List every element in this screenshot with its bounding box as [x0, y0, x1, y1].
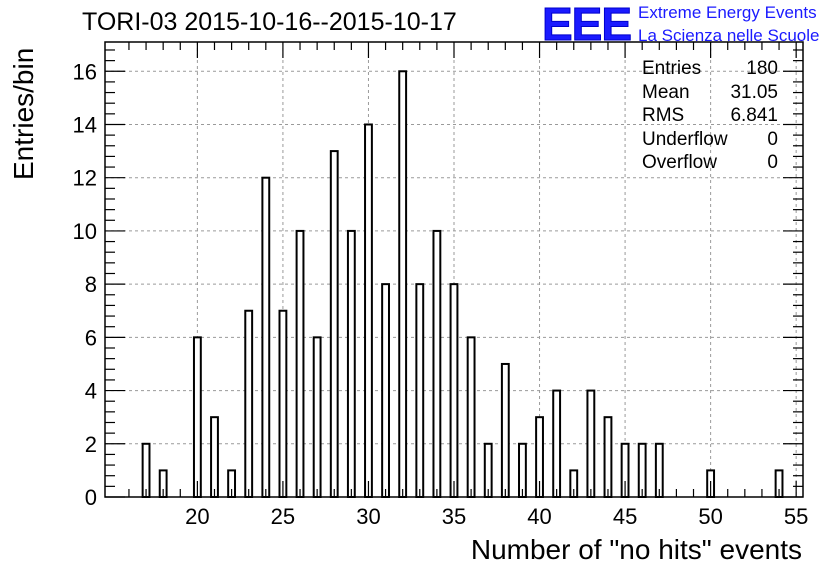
stat-name: Mean [642, 81, 690, 103]
y-tick-label: 16 [73, 59, 97, 84]
y-axis-label-wrap: Entries/bin [8, 48, 140, 212]
x-axis-label: Number of "no hits" events [470, 534, 802, 565]
stat-value: 180 [746, 58, 778, 79]
stat-row-underflow: Underflow 0 [640, 129, 780, 153]
logo-line-2: La Scienza nelle Scuole [638, 26, 820, 45]
histogram-bin [586, 389, 596, 499]
histogram-bin [415, 283, 425, 498]
x-tick-label: 35 [442, 504, 466, 529]
histogram-bin [261, 176, 271, 498]
y-tick-label: 2 [85, 432, 97, 457]
histogram-bin [278, 309, 288, 498]
stat-value: 31.05 [730, 81, 778, 103]
histogram-bin [364, 123, 373, 498]
stat-row-rms: RMS 6.841 [640, 105, 780, 129]
histogram-bin [381, 283, 390, 498]
histogram-bin [500, 362, 510, 499]
stat-row-mean: Mean 31.05 [640, 82, 780, 106]
histogram-bin [398, 70, 408, 498]
histogram-bin [210, 416, 219, 499]
histogram-bin [449, 283, 459, 498]
stat-name: Entries [642, 58, 702, 79]
x-tick-label: 20 [185, 504, 209, 529]
y-axis-label: Entries/bin [8, 47, 39, 180]
x-tick-label: 40 [527, 504, 551, 529]
stat-name: RMS [642, 105, 685, 126]
y-tick-label: 10 [73, 219, 97, 244]
stat-name: Overflow [642, 152, 717, 173]
histogram-bin [295, 229, 305, 498]
eee-logo-mark: EEE [541, 0, 632, 50]
logo-line-1: Extreme Energy Events [638, 3, 817, 22]
histogram-bin [329, 150, 339, 498]
tick-labels: 20 25 30 35 40 45 50 55 0 2 4 6 8 10 12 14 16 [73, 59, 809, 529]
x-tick-label: 55 [784, 504, 808, 529]
stat-value: 6.841 [730, 105, 778, 126]
histogram-bin [552, 389, 562, 499]
stat-row-overflow: Overflow 0 [640, 152, 780, 176]
histogram-bin [312, 336, 322, 499]
histogram-bin [346, 229, 356, 498]
stat-name: Underflow [642, 128, 728, 150]
stat-row-entries: Entries 180 [640, 58, 780, 82]
stat-value: 0 [767, 128, 778, 150]
y-tick-label: 14 [73, 112, 97, 137]
histogram-bin [192, 336, 202, 499]
y-tick-label: 8 [85, 272, 97, 297]
y-tick-label: 0 [85, 485, 97, 510]
y-tick-label: 6 [85, 325, 97, 350]
stat-value: 0 [767, 152, 778, 173]
y-tick-label: 4 [85, 379, 97, 404]
stats-box: Entries 180 Mean 31.05 RMS 6.841 Underfl… [640, 58, 780, 176]
histogram-bin [466, 336, 476, 499]
histogram-bin [244, 309, 254, 498]
x-tick-label: 25 [271, 504, 295, 529]
histogram-bin [603, 416, 613, 499]
axis-ticks [105, 42, 803, 498]
histogram-bin [432, 229, 442, 498]
y-tick-label: 12 [73, 166, 97, 191]
x-tick-label: 50 [698, 504, 722, 529]
x-tick-label: 45 [613, 504, 637, 529]
x-tick-label: 30 [356, 504, 380, 529]
chart-title: TORI-03 2015-10-16--2015-10-17 [82, 8, 457, 36]
